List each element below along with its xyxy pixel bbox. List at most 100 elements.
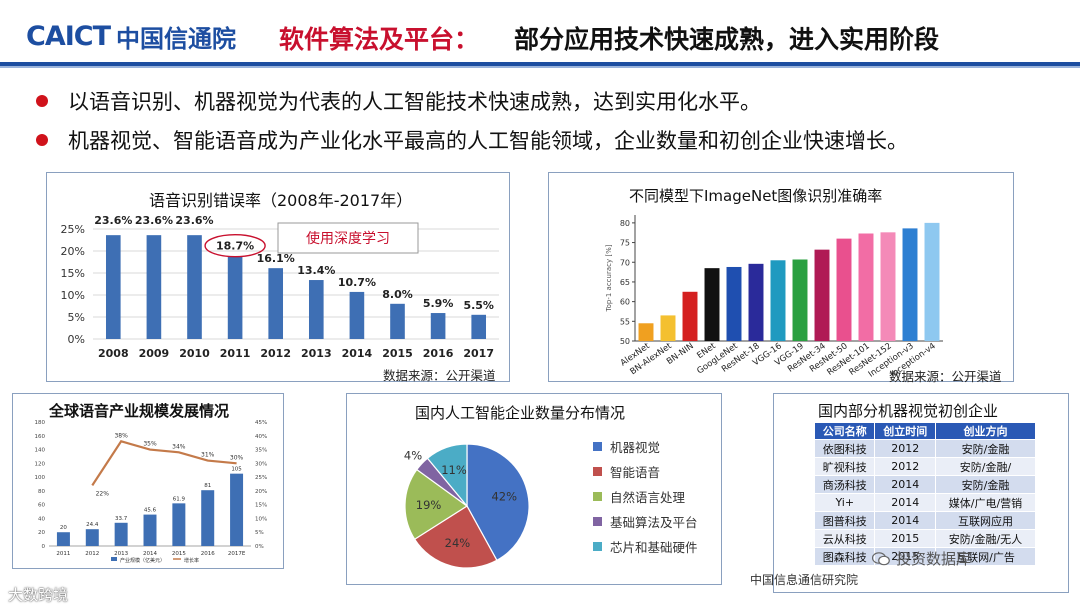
table-cell: 图森科技 bbox=[813, 547, 876, 566]
chart-title: 国内部分机器视觉初创企业 bbox=[818, 402, 999, 420]
table-row: Yi+ 2014 媒体/广电/营销 bbox=[813, 493, 1037, 512]
legend-swatch bbox=[593, 442, 602, 451]
bar bbox=[268, 268, 284, 339]
y2-tick-label: 35% bbox=[255, 448, 267, 454]
y-tick-label: 60 bbox=[38, 503, 45, 509]
legend-swatch bbox=[593, 492, 602, 501]
y-tick-label: 65 bbox=[620, 278, 630, 287]
bar bbox=[792, 259, 808, 341]
legend-label: 基础算法及平台 bbox=[610, 515, 698, 530]
slide-subtitle: 部分应用技术快速成熟，进入实用阶段 bbox=[514, 25, 940, 54]
data-label: 20 bbox=[60, 525, 67, 531]
x-tick-label: 2011 bbox=[56, 551, 70, 557]
logo-text-en: CAICT bbox=[26, 20, 111, 52]
y-tick-label: 15% bbox=[61, 267, 85, 280]
pie-slice bbox=[413, 505, 498, 569]
data-label: 5.9% bbox=[423, 297, 454, 310]
slide-title: 软件算法及平台： bbox=[279, 25, 480, 54]
y-tick-label: 55 bbox=[620, 317, 630, 326]
bar bbox=[201, 490, 215, 546]
bar bbox=[880, 232, 896, 341]
annotation-ellipse bbox=[204, 234, 266, 258]
y-tick-label: 80 bbox=[620, 219, 630, 228]
bar bbox=[430, 313, 446, 339]
bar bbox=[56, 532, 70, 546]
y-tick-label: 25% bbox=[61, 223, 85, 236]
data-label: 18.7% bbox=[216, 240, 254, 253]
x-tick-label: 2017 bbox=[463, 347, 494, 360]
pie-slice bbox=[426, 443, 468, 508]
table-cell: 商汤科技 bbox=[813, 475, 876, 494]
y-tick-label: 5% bbox=[68, 311, 85, 324]
table-cell: Yi+ bbox=[813, 493, 876, 512]
y-tick-label: 180 bbox=[35, 420, 46, 426]
legend-swatch bbox=[593, 467, 602, 476]
growth-line bbox=[91, 440, 237, 486]
bar bbox=[146, 235, 162, 339]
y2-tick-label: 45% bbox=[255, 420, 267, 426]
imagenet-accuracy-chart: 不同模型下ImageNet图像识别准确率 50 55 60 65 70 75 80 Top-1… bbox=[548, 172, 1014, 384]
legend-label: 自然语言处理 bbox=[610, 490, 686, 505]
bar bbox=[704, 268, 720, 341]
legend-label: 产业规模（亿美元） bbox=[120, 557, 165, 564]
y-tick-label: 40 bbox=[38, 516, 45, 522]
table-cell: 旷视科技 bbox=[813, 457, 876, 476]
bullet-text: 机器视觉、智能语音成为产业化水平最高的人工智能领域，企业数量和初创企业快速增长。 bbox=[68, 129, 908, 153]
bar bbox=[349, 291, 365, 339]
table-row: 图森科技 2015 互联网/广告 bbox=[813, 547, 1037, 566]
bar bbox=[858, 233, 874, 341]
y-tick-label: 0 bbox=[42, 544, 46, 550]
table-cell: 2014 bbox=[874, 475, 936, 494]
line-label: 38% bbox=[114, 432, 128, 439]
wechat-watermark: 投资数据库 bbox=[872, 548, 971, 569]
header-divider bbox=[0, 62, 1080, 66]
bar bbox=[143, 514, 157, 546]
chart-source: 数据来源：公开渠道 bbox=[889, 369, 1002, 384]
chart-title: 语音识别错误率（2008年-2017年） bbox=[149, 191, 413, 210]
y2-tick-label: 40% bbox=[255, 434, 267, 440]
speech-error-rate-chart: 语音识别错误率（2008年-2017年） 0% 5% 10% 15% 20% 25% 200… bbox=[46, 172, 510, 383]
y-tick-label: 60 bbox=[620, 298, 630, 307]
table-row: 云从科技 2015 安防/金融/无人 bbox=[813, 529, 1037, 548]
y2-tick-label: 15% bbox=[255, 503, 267, 509]
y-tick-label: 20% bbox=[61, 245, 85, 258]
x-tick-label: 2016 bbox=[201, 551, 215, 557]
bar bbox=[924, 222, 940, 341]
bar bbox=[187, 235, 202, 339]
x-tick-label: 2009 bbox=[139, 347, 170, 360]
legend-item: 智能语音 bbox=[593, 459, 698, 484]
y-tick-label: 0% bbox=[68, 333, 85, 346]
y-tick-label: 20 bbox=[38, 530, 45, 536]
table-header-cell: 公司名称 bbox=[813, 422, 876, 440]
pie-legend: 机器视觉 智能语音 自然语言处理 基础算法及平台 芯片和基础硬件 bbox=[593, 434, 698, 559]
table-cell: 2014 bbox=[874, 511, 936, 530]
data-label: 16.1% bbox=[257, 252, 295, 265]
table-cell: 云从科技 bbox=[813, 529, 876, 548]
y-tick-label: 75 bbox=[620, 239, 630, 248]
pie-slice bbox=[466, 443, 530, 562]
data-label: 33.7 bbox=[115, 516, 128, 522]
y-tick-label: 100 bbox=[35, 475, 46, 481]
bullet-dot-icon bbox=[36, 95, 48, 107]
bar bbox=[836, 238, 852, 341]
table-cell: 安防/金融 bbox=[934, 475, 1037, 494]
data-label: 23.6% bbox=[94, 214, 132, 227]
data-label: 81 bbox=[204, 483, 211, 489]
bullet-item: 以语音识别、机器视觉为代表的人工智能技术快速成熟，达到实用化水平。 bbox=[36, 86, 761, 116]
annotation-text: 使用深度学习 bbox=[306, 230, 390, 247]
data-label: 45.6 bbox=[144, 508, 157, 514]
pie-value-label: 19% bbox=[416, 498, 442, 512]
bar bbox=[814, 249, 830, 341]
ai-enterprise-distribution-chart: 国内人工智能企业数量分布情况 42% 24% 19% 4% 11% 机器视觉 智能语音 自然… bbox=[346, 393, 722, 585]
bar bbox=[770, 260, 786, 341]
speech-error-rate-svg: 0% 5% 10% 15% 20% 25% 2008 23.6% 2009 23.6% 2010 23… bbox=[61, 214, 499, 360]
table-cell: 媒体/广电/营销 bbox=[934, 493, 1037, 512]
table-cell: 依图科技 bbox=[813, 439, 876, 458]
bullet-dot-icon bbox=[36, 134, 48, 146]
bar bbox=[230, 473, 244, 546]
bar bbox=[682, 291, 698, 341]
data-label: 8.0% bbox=[382, 288, 413, 301]
line-label: 35% bbox=[143, 441, 157, 448]
x-tick-label: 2016 bbox=[423, 347, 454, 360]
